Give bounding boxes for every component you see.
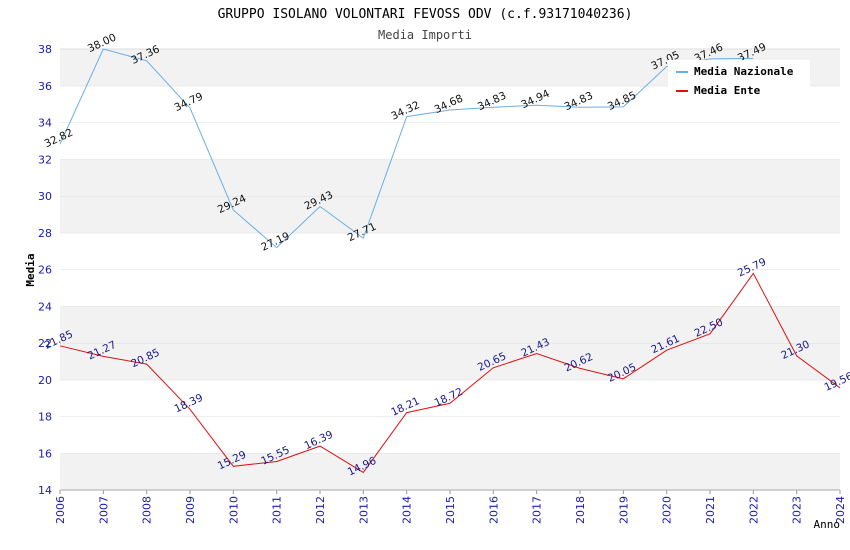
legend-label-media-nazionale: Media Nazionale <box>694 65 794 78</box>
y-tick-label: 16 <box>38 447 52 460</box>
grid-band <box>60 122 840 160</box>
x-tick-label: 2022 <box>747 496 760 524</box>
legend-label-media-ente: Media Ente <box>694 84 761 97</box>
grid-band <box>60 379 840 417</box>
grid-band <box>60 196 840 233</box>
x-axis-ticks: 2006 2007 2008 2009 2010 2011 2012 2013 2014 2015… <box>54 490 847 524</box>
x-tick-label: 2006 <box>54 496 67 524</box>
x-tick-label: 2019 <box>617 496 630 524</box>
chart-subtitle: Media Importi <box>378 28 472 42</box>
y-tick-label: 32 <box>38 153 52 166</box>
y-tick-label: 30 <box>38 190 52 203</box>
x-tick-label: 2009 <box>184 496 197 524</box>
y-tick-label: 24 <box>38 300 52 313</box>
x-tick-label: 2023 <box>791 496 804 524</box>
grid-band <box>60 453 840 490</box>
x-tick-label: 2010 <box>227 496 240 524</box>
y-tick-label: 34 <box>38 117 52 130</box>
legend: Media Nazionale Media Ente <box>668 60 810 104</box>
x-tick-label: 2013 <box>357 496 370 524</box>
series-line-media-ente <box>59 272 841 474</box>
x-tick-label: 2018 <box>574 496 587 524</box>
y-tick-label: 28 <box>38 227 52 240</box>
x-tick-label: 2014 <box>401 496 414 524</box>
x-tick-label: 2016 <box>487 496 500 524</box>
x-tick-label: 2015 <box>444 496 457 524</box>
y-tick-label: 18 <box>38 411 52 424</box>
y-tick-label: 38 <box>38 43 52 56</box>
legend-box <box>668 60 810 104</box>
grid-band <box>60 306 840 343</box>
x-tick-label: 2020 <box>661 496 674 524</box>
y-tick-label: 22 <box>38 337 52 350</box>
y-axis-ticks: 14 16 18 20 22 24 26 28 30 32 34 36 38 <box>38 43 52 497</box>
series-line-media-nazionale <box>59 48 754 249</box>
y-axis-label: Media <box>24 253 37 286</box>
grid-band <box>60 269 840 307</box>
x-axis-label: Anno <box>814 518 841 531</box>
y-tick-label: 36 <box>38 80 52 93</box>
x-tick-label: 2024 <box>834 496 847 524</box>
x-tick-label: 2012 <box>314 496 327 524</box>
chart-title: GRUPPO ISOLANO VOLONTARI FEVOSS ODV (c.f… <box>218 7 633 22</box>
y-tick-label: 20 <box>38 374 52 387</box>
grid-band <box>60 232 840 270</box>
y-tick-label: 26 <box>38 264 52 277</box>
x-tick-label: 2008 <box>141 496 154 524</box>
x-tick-label: 2007 <box>97 496 110 524</box>
grid-bands <box>60 48 840 490</box>
grid-band <box>60 416 840 454</box>
y-tick-label: 14 <box>38 484 52 497</box>
x-tick-label: 2017 <box>531 496 544 524</box>
x-tick-label: 2021 <box>704 496 717 524</box>
grid-band <box>60 159 840 196</box>
grid-band <box>60 343 840 380</box>
x-tick-label: 2011 <box>271 496 284 524</box>
